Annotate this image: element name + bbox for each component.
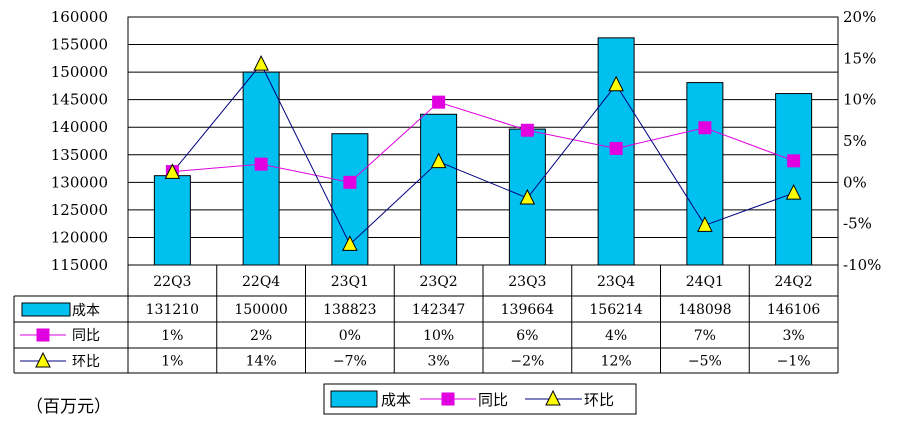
yoy-marker-23Q3 — [520, 123, 534, 137]
bar-24Q1 — [686, 82, 724, 266]
x-tick-label: 23Q3 — [508, 274, 546, 290]
legend-label: 环比 — [584, 391, 614, 409]
row-key-yoy-marker — [36, 328, 50, 342]
table-cell-同比: 3% — [783, 328, 805, 344]
y-left-tick: 145000 — [51, 91, 108, 109]
table-cell-同比: 6% — [516, 328, 538, 344]
table-cell-环比: −1% — [777, 354, 811, 370]
x-tick-label: 24Q1 — [686, 274, 724, 290]
y-left-tick: 160000 — [51, 8, 108, 26]
yoy-marker-24Q1 — [698, 121, 712, 135]
legend-label: 成本 — [381, 391, 411, 409]
table-cell-同比: 7% — [694, 328, 716, 344]
qoq-marker-23Q1 — [342, 235, 358, 251]
bar-24Q2 — [775, 93, 813, 266]
plot-frame — [127, 16, 839, 266]
bar-23Q2 — [420, 113, 458, 266]
y-left-tick: 140000 — [51, 118, 108, 136]
y-left-tick: 115000 — [51, 256, 108, 274]
legend-label: 同比 — [478, 391, 508, 409]
yoy-marker-23Q2 — [432, 95, 446, 109]
yoy-marker-23Q4 — [609, 141, 623, 155]
y-left-tick: 130000 — [51, 173, 108, 191]
qoq-marker-24Q1 — [697, 216, 713, 232]
y-left-tick: 120000 — [51, 228, 108, 246]
y-right-tick: -5% — [843, 215, 872, 233]
table-cell-成本: 156214 — [589, 302, 643, 318]
table-cell-环比: −5% — [688, 354, 722, 370]
row-label: 成本 — [72, 303, 100, 319]
y-left-tick: 135000 — [51, 146, 108, 164]
table-cell-同比: 10% — [423, 328, 454, 344]
legend-key-yoy-marker — [441, 392, 455, 406]
x-tick-label: 23Q2 — [420, 274, 458, 290]
x-tick-label: 23Q4 — [597, 274, 635, 290]
unit-label: （百万元） — [26, 397, 111, 417]
qoq-marker-22Q3 — [164, 163, 181, 179]
y-right-tick: -10% — [843, 256, 881, 274]
table-cell-成本: 131210 — [146, 302, 199, 318]
yoy-marker-24Q2 — [787, 154, 801, 168]
qoq-marker-24Q2 — [785, 183, 802, 200]
table-cell-同比: 2% — [250, 328, 272, 344]
table-cell-同比: 4% — [605, 328, 627, 344]
row-key-qoq-marker — [35, 351, 51, 368]
y-right-tick: 10% — [843, 91, 876, 109]
table-cell-成本: 142347 — [412, 302, 465, 318]
y-left-tick: 125000 — [51, 201, 108, 219]
yoy-marker-23Q1 — [343, 175, 357, 189]
y-right-tick: 15% — [843, 49, 876, 67]
legend-key-bar — [330, 390, 378, 408]
y-right-tick: 0% — [843, 173, 867, 191]
legend-key-qoq-marker — [545, 389, 561, 406]
table-cell-成本: 150000 — [234, 302, 287, 318]
y-right-tick: 20% — [843, 8, 876, 26]
x-tick-label: 24Q2 — [775, 274, 813, 290]
table-cell-成本: 138823 — [323, 302, 376, 318]
y-left-tick: 150000 — [51, 63, 108, 81]
qoq-marker-23Q2 — [430, 152, 447, 169]
qoq-marker-23Q4 — [608, 75, 624, 92]
table-cell-成本: 148098 — [678, 302, 731, 318]
qoq-marker-22Q4 — [253, 55, 269, 71]
table-cell-成本: 139664 — [501, 302, 555, 318]
table-cell-环比: 14% — [246, 354, 277, 370]
table-cell-环比: 12% — [601, 354, 632, 370]
table-cell-环比: 1% — [161, 354, 183, 370]
yoy-marker-22Q4 — [254, 157, 268, 171]
table-cell-环比: −7% — [333, 354, 367, 370]
x-tick-label: 23Q1 — [331, 274, 369, 290]
y-right-tick: 5% — [843, 132, 867, 150]
x-tick-label: 22Q3 — [153, 274, 191, 290]
row-key-bar — [21, 302, 71, 317]
row-label: 环比 — [72, 354, 100, 370]
yoy-line — [172, 101, 794, 183]
qoq-line — [171, 63, 794, 246]
table-cell-同比: 0% — [339, 328, 361, 344]
table-cell-成本: 146106 — [767, 302, 821, 318]
x-tick-label: 22Q4 — [242, 274, 280, 290]
y-left-tick: 155000 — [51, 36, 108, 54]
table-cell-环比: −2% — [510, 354, 544, 370]
qoq-marker-23Q3 — [519, 188, 536, 205]
row-label: 同比 — [72, 328, 100, 344]
bar-22Q3 — [153, 175, 191, 266]
table-cell-同比: 1% — [161, 328, 183, 344]
table-cell-环比: 3% — [428, 354, 450, 370]
